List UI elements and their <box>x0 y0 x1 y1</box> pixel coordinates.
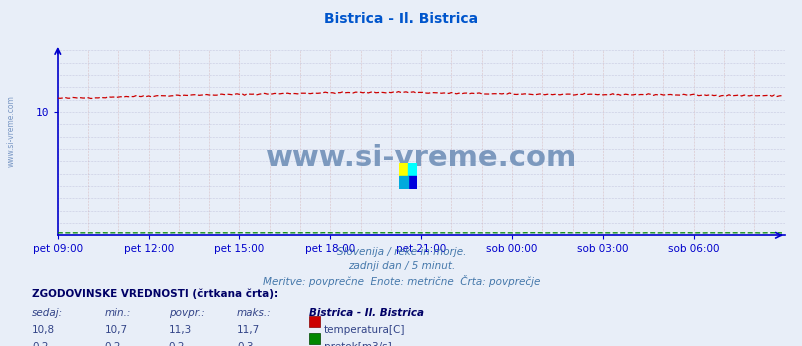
Text: zadnji dan / 5 minut.: zadnji dan / 5 minut. <box>347 261 455 271</box>
Bar <box>407 176 416 189</box>
Text: Bistrica - Il. Bistrica: Bistrica - Il. Bistrica <box>309 308 423 318</box>
Text: min.:: min.: <box>104 308 131 318</box>
Text: maks.:: maks.: <box>237 308 271 318</box>
Bar <box>399 176 407 189</box>
Text: 0,2: 0,2 <box>32 342 49 346</box>
Text: www.si-vreme.com: www.si-vreme.com <box>265 144 576 172</box>
Text: 10,7: 10,7 <box>104 325 128 335</box>
Text: Slovenija / reke in morje.: Slovenija / reke in morje. <box>336 247 466 257</box>
Text: povpr.:: povpr.: <box>168 308 205 318</box>
Bar <box>399 163 407 176</box>
Text: 10,8: 10,8 <box>32 325 55 335</box>
Text: Meritve: povprečne  Enote: metrične  Črta: povprečje: Meritve: povprečne Enote: metrične Črta:… <box>262 275 540 287</box>
Bar <box>407 163 416 176</box>
Text: 11,7: 11,7 <box>237 325 260 335</box>
Text: ZGODOVINSKE VREDNOSTI (črtkana črta):: ZGODOVINSKE VREDNOSTI (črtkana črta): <box>32 289 278 299</box>
Text: 11,3: 11,3 <box>168 325 192 335</box>
Text: www.si-vreme.com: www.si-vreme.com <box>6 95 15 167</box>
Text: 0,2: 0,2 <box>104 342 121 346</box>
Text: 0,2: 0,2 <box>168 342 185 346</box>
Text: 0,3: 0,3 <box>237 342 253 346</box>
Text: pretok[m3/s]: pretok[m3/s] <box>323 342 391 346</box>
Text: temperatura[C]: temperatura[C] <box>323 325 404 335</box>
Text: sedaj:: sedaj: <box>32 308 63 318</box>
Text: Bistrica - Il. Bistrica: Bistrica - Il. Bistrica <box>324 12 478 26</box>
